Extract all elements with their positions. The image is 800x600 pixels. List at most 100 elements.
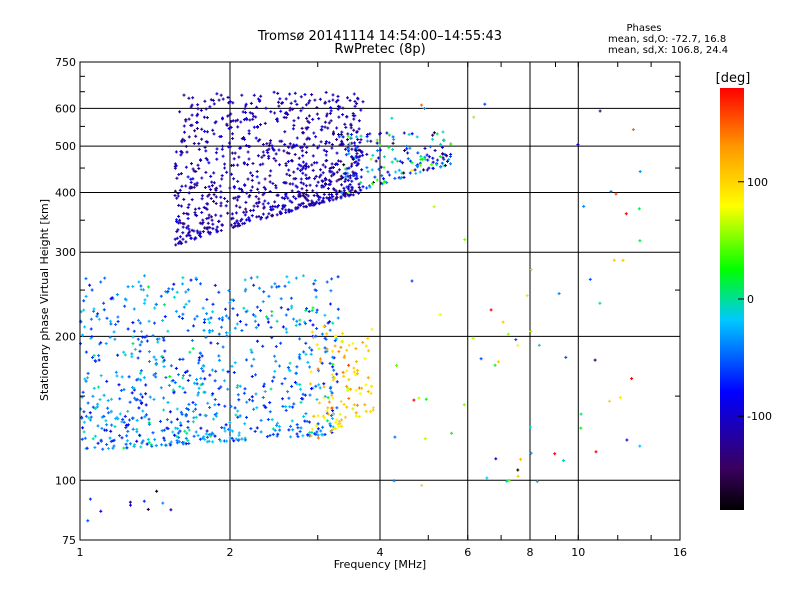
data-point (514, 338, 518, 342)
data-point (497, 360, 500, 364)
data-point (271, 182, 275, 185)
data-point (225, 170, 229, 174)
data-point (302, 205, 306, 209)
data-point (190, 113, 194, 117)
data-point (345, 115, 349, 118)
data-point (109, 297, 113, 301)
data-point (308, 393, 312, 397)
data-point (328, 328, 332, 332)
data-point (227, 316, 231, 320)
data-point (307, 114, 311, 118)
data-point (352, 128, 356, 132)
data-point (216, 229, 220, 233)
data-point (342, 402, 346, 406)
data-point (325, 196, 329, 200)
data-point (303, 93, 307, 96)
data-point (334, 420, 338, 424)
data-point (336, 94, 340, 98)
data-point (277, 204, 280, 208)
data-point (320, 125, 324, 129)
data-point (331, 349, 335, 353)
data-point (106, 399, 110, 403)
data-point (187, 191, 191, 195)
data-point (204, 170, 208, 174)
data-point (144, 383, 148, 387)
data-point (431, 156, 435, 160)
data-point (286, 112, 289, 116)
data-point (195, 127, 199, 130)
data-point (311, 189, 315, 193)
data-point (140, 395, 144, 399)
data-point (576, 143, 580, 147)
data-point (143, 274, 146, 278)
data-point (268, 190, 272, 193)
data-point (245, 191, 249, 195)
data-point (361, 100, 365, 104)
data-point (311, 154, 315, 158)
data-point (205, 298, 209, 301)
data-point (98, 342, 101, 346)
data-point (211, 98, 215, 102)
data-point (295, 432, 299, 436)
data-point (249, 101, 253, 105)
data-point (219, 190, 223, 194)
data-point (331, 362, 335, 366)
data-point (432, 131, 436, 135)
data-point (279, 297, 283, 301)
data-point (200, 354, 204, 358)
data-point (307, 101, 311, 105)
data-point (353, 141, 356, 145)
data-point (219, 214, 223, 218)
data-point (529, 329, 533, 333)
data-point (361, 340, 365, 344)
data-point (395, 159, 399, 163)
data-point (325, 280, 329, 284)
data-point (334, 189, 338, 193)
data-point (324, 153, 328, 157)
data-point (444, 164, 447, 167)
data-point (136, 337, 140, 341)
data-point (122, 446, 126, 450)
data-point (463, 238, 467, 242)
data-point (178, 385, 182, 389)
data-point (308, 183, 312, 187)
data-point (219, 195, 223, 199)
data-point (181, 282, 184, 286)
data-point (156, 340, 160, 344)
data-point (200, 137, 204, 141)
data-point (371, 408, 375, 412)
data-point (145, 442, 149, 446)
data-point (211, 302, 215, 306)
data-point (256, 201, 260, 205)
data-point (277, 100, 280, 104)
data-point (375, 141, 379, 145)
data-point (191, 409, 195, 413)
data-point (428, 145, 432, 149)
data-point (187, 96, 191, 100)
data-point (261, 143, 265, 146)
data-point (116, 320, 120, 323)
data-point (272, 148, 276, 152)
data-point (239, 120, 243, 124)
data-point (153, 438, 157, 441)
data-point (331, 321, 335, 325)
data-point (244, 438, 247, 442)
data-point (312, 414, 316, 418)
data-point (250, 350, 254, 354)
data-point (84, 379, 88, 383)
data-point (159, 386, 163, 390)
data-point (269, 169, 273, 173)
data-point (378, 148, 382, 152)
data-point (383, 179, 387, 183)
data-point (349, 193, 353, 197)
data-point (230, 298, 234, 302)
data-point (183, 139, 187, 143)
data-point (175, 230, 179, 234)
data-point (314, 334, 318, 338)
data-point (300, 126, 304, 130)
data-point (379, 165, 383, 169)
data-point (339, 399, 343, 403)
data-point (308, 420, 311, 424)
data-point (325, 159, 329, 162)
